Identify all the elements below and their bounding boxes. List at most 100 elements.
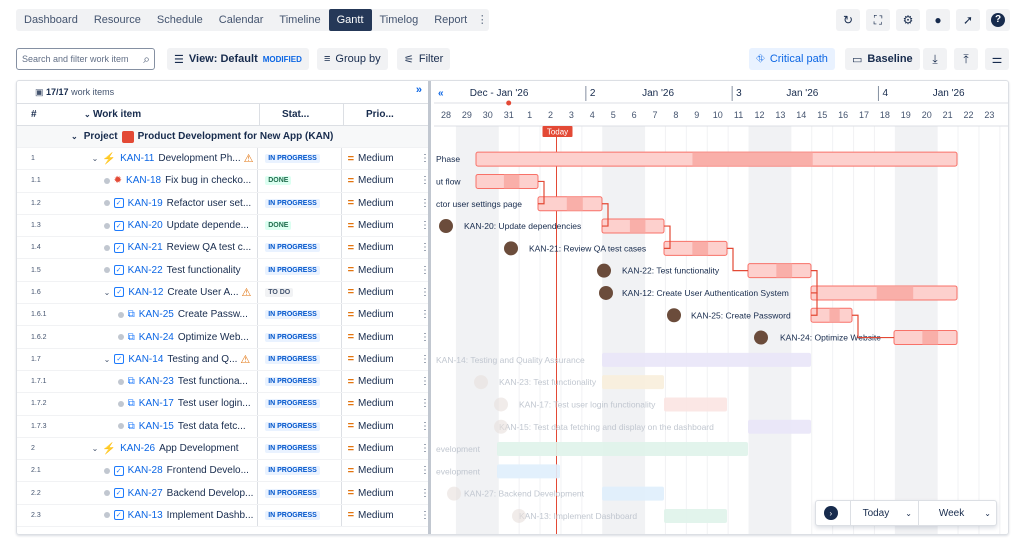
priority-cell[interactable]: = Medium <box>340 504 420 527</box>
chevron-down-icon[interactable]: ⌄ <box>91 444 99 453</box>
priority-cell[interactable]: = Medium <box>340 393 420 415</box>
priority-cell[interactable]: = Medium <box>340 482 420 504</box>
work-item-cell[interactable]: ⌄ ✓ KAN-14 Testing and Q... ⚠ <box>74 349 258 370</box>
issue-key[interactable]: KAN-17 <box>138 398 174 410</box>
more-tabs-icon[interactable]: ⋮ <box>476 14 488 26</box>
col-work-item[interactable]: ⌄ Work item <box>74 104 259 125</box>
gantt-bar[interactable] <box>664 397 727 412</box>
issue-key[interactable]: KAN-19 <box>127 197 163 209</box>
work-item-cell[interactable]: ⧉ KAN-23 Test functiona... <box>74 371 258 392</box>
row-menu-icon[interactable]: ⋮ <box>420 286 430 298</box>
priority-cell[interactable]: = Medium <box>340 304 420 326</box>
status-cell[interactable]: IN PROGRESS <box>257 482 340 504</box>
issue-key[interactable]: KAN-22 <box>127 264 163 276</box>
row-menu-icon[interactable]: ⋮ <box>420 175 430 187</box>
row-menu-icon[interactable]: ⋮ <box>420 242 430 254</box>
issue-key[interactable]: KAN-12 <box>128 286 164 298</box>
table-row[interactable]: 1.5 ✓ KAN-22 Test functionality IN PROGRESS =… <box>17 259 430 282</box>
row-menu-icon[interactable]: ⋮ <box>420 264 430 276</box>
fullscreen-icon[interactable]: ⛶ <box>866 9 890 31</box>
status-cell[interactable]: IN PROGRESS <box>257 259 340 281</box>
collapse-icon[interactable]: « <box>438 88 444 99</box>
table-row[interactable]: 2.3 ✓ KAN-13 Implement Dashb... IN PROGRESS =… <box>17 504 430 528</box>
gantt-bar[interactable] <box>602 352 811 367</box>
tab-timeline[interactable]: Timeline <box>279 14 321 26</box>
work-item-cell[interactable]: ✓ KAN-27 Backend Develop... <box>74 482 258 503</box>
chevron-down-icon[interactable]: ⌄ <box>91 154 99 164</box>
critical-path-button[interactable]: ⛗ Critical path <box>749 48 835 70</box>
row-menu-icon[interactable]: ⋮ <box>420 153 430 165</box>
table-row[interactable]: 1.4 ✓ KAN-21 Review QA test c... IN PROGRESS… <box>17 237 430 260</box>
row-menu-icon[interactable]: ⋮ <box>420 353 430 365</box>
row-menu-icon[interactable]: ⋮ <box>420 443 430 454</box>
priority-cell[interactable]: = Medium <box>340 148 420 170</box>
table-row[interactable]: 2 ⌄ ⚡ KAN-26 App Development IN PROGRESS = Medi… <box>17 437 430 461</box>
tab-calendar[interactable]: Calendar <box>218 14 264 26</box>
row-menu-icon[interactable]: ⋮ <box>420 309 430 321</box>
issue-key[interactable]: KAN-20 <box>127 220 163 232</box>
table-row[interactable]: 1.7.1 ⧉ KAN-23 Test functiona... IN PROGRESS… <box>17 370 430 394</box>
work-item-cell[interactable]: ⌄ ⚡ KAN-11 Development Ph... ⚠ <box>74 148 258 169</box>
table-row[interactable]: 2.2 ✓ KAN-27 Backend Develop... IN PROGRESS =… <box>17 482 430 505</box>
scale-dropdown[interactable]: Week ⌄ <box>917 501 996 525</box>
issue-key[interactable]: KAN-28 <box>127 465 163 477</box>
status-cell[interactable]: IN PROGRESS <box>257 237 340 259</box>
table-row[interactable]: 1.7 ⌄ ✓ KAN-14 Testing and Q... ⚠ IN PROGRESS =… <box>17 348 430 371</box>
work-item-cell[interactable]: ⧉ KAN-24 Optimize Web... <box>74 326 258 347</box>
status-cell[interactable]: IN PROGRESS <box>257 304 340 326</box>
status-cell[interactable]: DONE <box>257 214 340 237</box>
gantt-bar[interactable] <box>664 508 727 523</box>
priority-cell[interactable]: = Medium <box>340 214 420 237</box>
priority-cell[interactable]: = Medium <box>340 281 420 304</box>
gantt-bar[interactable] <box>748 419 811 434</box>
issue-key[interactable]: KAN-11 <box>120 153 155 165</box>
row-menu-icon[interactable]: ⋮ <box>420 487 430 499</box>
priority-cell[interactable]: = Medium <box>340 237 420 259</box>
issue-key[interactable]: KAN-15 <box>138 420 174 432</box>
work-item-cell[interactable]: ⧉ KAN-25 Create Passw... <box>74 304 258 325</box>
gantt-bar[interactable] <box>497 442 748 457</box>
priority-cell[interactable]: = Medium <box>340 460 420 482</box>
tab-dashboard[interactable]: Dashboard <box>24 14 78 26</box>
status-cell[interactable]: IN PROGRESS <box>257 393 340 415</box>
status-cell[interactable]: IN PROGRESS <box>257 460 340 482</box>
gantt-bar[interactable] <box>497 464 560 479</box>
work-item-cell[interactable]: ✓ KAN-19 Refactor user set... <box>74 193 258 214</box>
col-status[interactable]: Stat... <box>259 104 343 125</box>
work-item-cell[interactable]: ✓ KAN-21 Review QA test c... <box>74 237 258 258</box>
row-menu-icon[interactable]: ⋮ <box>420 509 430 521</box>
row-menu-icon[interactable]: ⋮ <box>420 331 430 343</box>
table-row[interactable]: 1.7.2 ⧉ KAN-17 Test user login... IN PROGRES… <box>17 393 430 416</box>
gantt-bar[interactable] <box>602 486 664 501</box>
table-row[interactable]: 1.6 ⌄ ✓ KAN-12 Create User A... ⚠ TO DO = Medium… <box>17 281 430 305</box>
chevron-down-icon[interactable]: ⌄ <box>103 354 111 364</box>
table-row[interactable]: 1.6.2 ⧉ KAN-24 Optimize Web... IN PROGRESS = M… <box>17 326 430 349</box>
table-row[interactable]: 1.6.1 ⧉ KAN-25 Create Passw... IN PROGRESS = M… <box>17 304 430 327</box>
view-button[interactable]: ☰ View: Default MODIFIED <box>167 48 309 70</box>
table-row[interactable]: 1.1 ✹ KAN-18 Fix bug in checko... DONE = Mediu… <box>17 170 430 193</box>
priority-cell[interactable]: = Medium <box>340 348 420 370</box>
refresh-icon[interactable]: ↻ <box>836 9 860 31</box>
tab-timelog[interactable]: Timelog <box>379 14 419 26</box>
priority-cell[interactable]: = Medium <box>340 370 420 393</box>
issue-key[interactable]: KAN-14 <box>128 353 164 365</box>
work-item-cell[interactable]: ⧉ KAN-15 Test data fetc... <box>74 416 258 437</box>
work-item-cell[interactable]: ⧉ KAN-17 Test user login... <box>74 393 258 414</box>
status-cell[interactable]: IN PROGRESS <box>257 326 340 348</box>
table-row[interactable]: 1.7.3 ⧉ KAN-15 Test data fetc... IN PROGRESS… <box>17 415 430 438</box>
status-cell[interactable]: IN PROGRESS <box>257 148 340 170</box>
today-dropdown[interactable]: Today ⌄ <box>849 501 918 525</box>
gear-icon[interactable]: ⚙ <box>896 9 920 31</box>
col-priority[interactable]: Prio... <box>343 104 423 125</box>
status-cell[interactable]: IN PROGRESS <box>257 415 340 437</box>
group-by-button[interactable]: ≡ Group by <box>317 48 388 70</box>
table-row[interactable]: 1.2 ✓ KAN-19 Refactor user set... IN PROGRES… <box>17 192 430 215</box>
issue-key[interactable]: KAN-18 <box>126 175 162 187</box>
search-input[interactable]: Search and filter work item ⌕ <box>16 48 155 70</box>
row-menu-icon[interactable]: ⋮ <box>420 220 430 232</box>
issue-key[interactable]: KAN-27 <box>127 487 163 499</box>
row-menu-icon[interactable]: ⋮ <box>420 197 430 209</box>
status-cell[interactable]: IN PROGRESS <box>257 437 340 460</box>
work-item-cell[interactable]: ✓ KAN-28 Frontend Develo... <box>74 460 258 481</box>
priority-cell[interactable]: = Medium <box>340 192 420 214</box>
